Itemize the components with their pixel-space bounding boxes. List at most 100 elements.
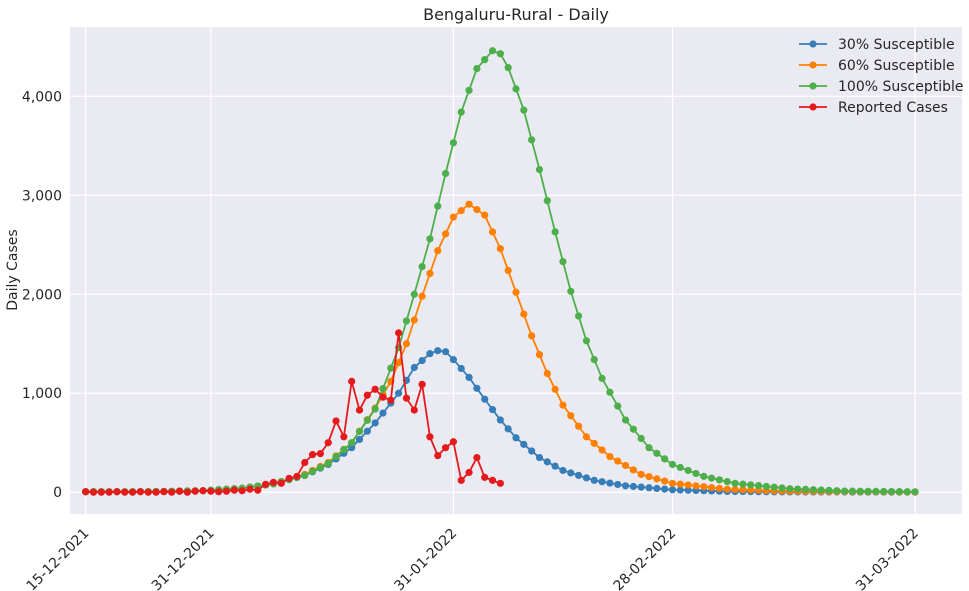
data-point [543,458,551,466]
data-point [441,169,450,178]
y-tick-label: 4,000 [22,89,62,105]
data-point [598,374,606,382]
data-point [747,481,755,489]
data-point [700,472,708,480]
data-point [410,290,418,298]
series-group [82,47,919,496]
data-point [645,473,653,481]
data-point [496,479,504,487]
data-point [285,474,293,482]
data-point [543,197,551,205]
data-point [488,47,497,55]
data-point [496,50,504,58]
data-point [488,228,497,236]
data-point [715,484,724,493]
data-point [113,488,121,496]
data-point [801,485,810,494]
data-point [387,396,395,404]
data-point [668,460,677,469]
data-point [895,488,904,496]
data-point [465,373,473,381]
data-point [246,485,254,493]
data-point [457,108,465,116]
data-point [559,466,567,475]
data-point [739,480,747,488]
legend-marker [809,82,817,90]
data-point [778,484,786,492]
data-point [567,469,575,477]
data-point [520,310,528,318]
data-point [731,485,739,494]
data-point [575,422,583,430]
data-point [379,393,387,401]
data-point [872,487,880,495]
data-point [129,488,137,496]
data-point [418,380,426,388]
data-point [418,262,426,271]
x-tick-labels: 15-12-2021 31-12-2021 31-01-2022 28-02-2022… [24,526,922,591]
data-point [621,482,630,490]
data-point [316,463,324,472]
data-point [684,481,692,489]
data-point [684,486,692,494]
data-point [661,477,669,485]
data-point [355,435,364,444]
legend-marker [809,61,817,69]
data-point [684,466,692,475]
data-point [426,235,434,243]
data-point [621,461,630,470]
data-point [340,433,348,441]
data-point [481,395,489,403]
data-point [269,478,278,486]
data-point [418,356,426,365]
data-point [848,487,857,495]
data-point [504,266,512,275]
legend-marker [809,103,817,111]
data-point [457,207,465,215]
data-point [175,487,184,495]
data-point [559,401,567,409]
legend-label: 30% Susceptible [838,37,955,53]
data-point [496,245,504,253]
data-point [168,488,176,496]
data-point [551,385,559,393]
data-point [598,446,606,454]
data-point [402,340,411,348]
series-3 [82,329,504,496]
data-point [324,439,332,447]
data-point [465,86,473,94]
data-point [880,487,888,496]
data-point [723,477,731,486]
data-point [786,485,794,493]
data-point [371,419,379,427]
data-point [614,402,622,410]
data-point [692,482,700,490]
data-point [582,337,591,345]
data-point [903,488,911,496]
data-point [590,439,598,447]
data-point [301,471,309,479]
data-point [567,412,575,420]
data-point [856,487,864,495]
data-point [434,347,442,355]
data-point [121,488,129,496]
data-point [535,351,544,359]
data-point [481,473,489,481]
data-point [348,377,356,385]
data-point [692,469,700,478]
data-point [629,482,637,491]
data-point [817,486,825,494]
x-tick-label: 31-01-2022 [391,526,460,591]
y-tick-label: 3,000 [22,188,62,204]
data-point [708,474,716,482]
data-point [661,455,669,463]
data-point [504,63,512,72]
data-point [97,488,105,496]
data-point [207,487,215,495]
data-point [676,486,684,494]
data-point [535,453,544,462]
data-point [567,287,575,295]
data-point [308,451,317,459]
legend-item: 100% Susceptible [799,79,964,95]
